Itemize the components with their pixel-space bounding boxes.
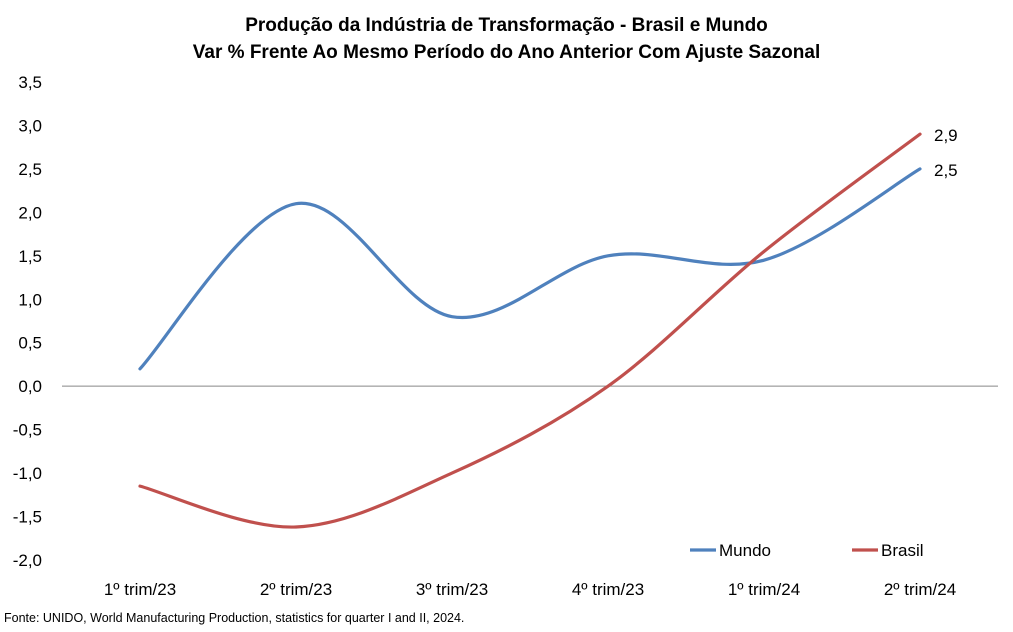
chart-subtitle: Var % Frente Ao Mesmo Período do Ano Ant… xyxy=(192,42,821,63)
y-tick-label: 0,0 xyxy=(18,377,42,396)
data-point-brasil xyxy=(919,133,922,136)
x-axis: 1º trim/23 2º trim/23 3º trim/23 4º trim/23… xyxy=(62,385,998,599)
legend-label-mundo: Mundo xyxy=(719,541,771,560)
y-tick-label: -2,0 xyxy=(13,551,42,570)
x-tick-label: 3º trim/23 xyxy=(416,580,488,599)
y-tick-label: -0,5 xyxy=(13,421,42,440)
y-tick-label: 1,5 xyxy=(18,247,42,266)
data-point-brasil xyxy=(607,385,610,388)
data-point-brasil xyxy=(763,250,766,253)
y-axis: 3,5 3,0 2,5 2,0 1,5 1,0 0,5 0,0 -0,5 -1,0 -1,5 -2,0 xyxy=(13,73,42,570)
y-tick-label: 3,5 xyxy=(18,73,42,92)
chart-title-line-1: Produção da Indústria de Transformação -… xyxy=(245,15,768,36)
data-point-mundo xyxy=(451,315,454,318)
y-tick-label: 3,0 xyxy=(18,116,42,135)
series-line-brasil xyxy=(138,132,922,529)
source-note: Fonte: UNIDO, World Manufacturing Produc… xyxy=(4,611,465,625)
chart-title: Produção da Indústria de Transformação -… xyxy=(0,12,1013,66)
data-point-brasil xyxy=(295,525,298,528)
y-tick-label: -1,0 xyxy=(13,464,42,483)
x-tick-label: 2º trim/24 xyxy=(884,580,956,599)
x-tick-label: 1º trim/23 xyxy=(104,580,176,599)
data-point-mundo xyxy=(919,167,922,170)
data-point-brasil xyxy=(139,485,142,488)
legend: Mundo Brasil xyxy=(690,541,924,560)
legend-label-brasil: Brasil xyxy=(881,541,924,560)
data-point-mundo xyxy=(607,254,610,257)
y-tick-label: 0,5 xyxy=(18,334,42,353)
data-point-mundo xyxy=(295,202,298,205)
data-point-mundo xyxy=(139,367,142,370)
data-label-brasil: 2,9 xyxy=(934,126,958,145)
series-line-mundo xyxy=(138,167,922,371)
data-point-brasil xyxy=(451,472,454,475)
series-layer: 2,5 2,9 xyxy=(138,126,958,529)
y-tick-label: 1,0 xyxy=(18,290,42,309)
data-point-mundo xyxy=(763,259,766,262)
x-tick-label: 4º trim/23 xyxy=(572,580,644,599)
x-tick-label: 2º trim/23 xyxy=(260,580,332,599)
y-tick-label: 2,5 xyxy=(18,160,42,179)
data-label-mundo: 2,5 xyxy=(934,161,958,180)
x-tick-label: 1º trim/24 xyxy=(728,580,800,599)
y-tick-label: -1,5 xyxy=(13,508,42,527)
y-tick-label: 2,0 xyxy=(18,203,42,222)
